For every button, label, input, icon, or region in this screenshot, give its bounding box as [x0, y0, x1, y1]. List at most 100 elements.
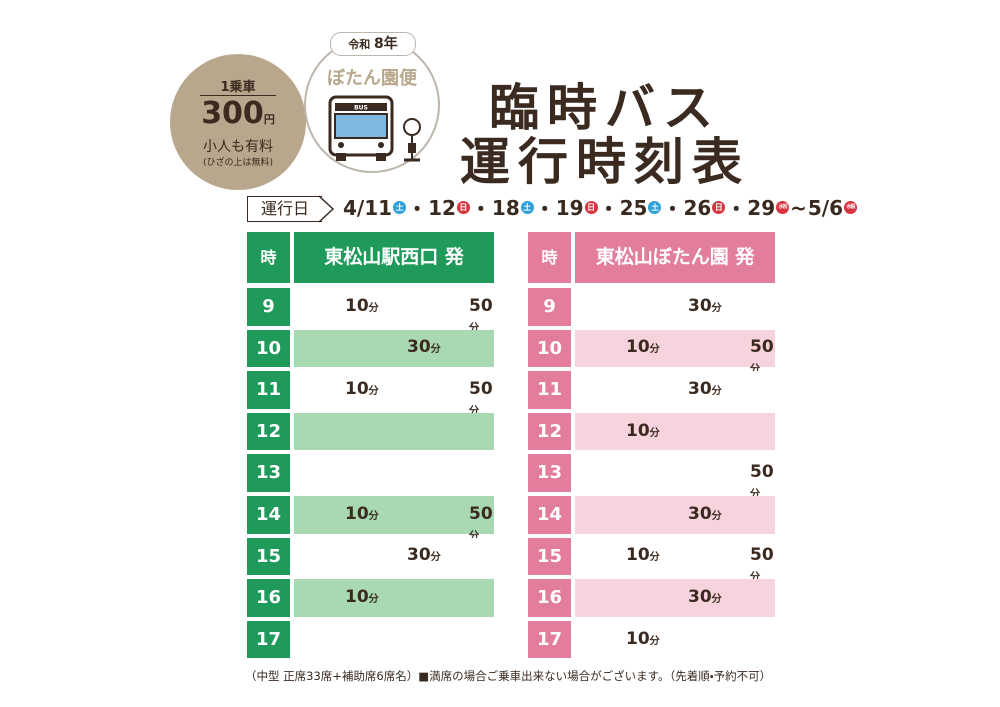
minute-unit: 分 [430, 552, 441, 564]
departure: 10分 [626, 337, 660, 357]
hour-cell: 9 [247, 288, 290, 326]
minute-unit: 分 [368, 510, 379, 522]
minute-row [294, 620, 494, 659]
minute-unit: 分 [469, 405, 479, 417]
minute-unit: 分 [430, 344, 441, 356]
minute-row: 30分 [575, 288, 775, 326]
hour-cell: 17 [528, 620, 571, 659]
date: 4/11 [343, 195, 393, 220]
fare-label: 1乗車 [200, 76, 276, 96]
route-name: ぼたん園便 [327, 68, 417, 89]
minute: 50 [469, 503, 493, 524]
minute: 30 [407, 545, 431, 566]
minute-row: 10分 50分 [575, 537, 775, 583]
minute-row: 10分 [575, 412, 775, 451]
minute-row: 10分 50分 [294, 288, 494, 334]
minute: 50 [750, 462, 774, 483]
departure: 10分 [626, 545, 660, 565]
hour-cell: 14 [247, 496, 290, 534]
title-line: 臨時バス [489, 79, 721, 137]
bus-icon: BUS [328, 95, 421, 162]
minute-row: 30分 [575, 371, 775, 409]
hour-cell: 15 [247, 537, 290, 576]
minute-unit: 分 [469, 322, 479, 334]
hour-header: 時 [528, 232, 571, 283]
departure: 50 分 [750, 462, 775, 502]
minute: 50 [750, 545, 774, 566]
era-pill: 令和 8年 [330, 32, 416, 56]
day-badge: 土 [393, 201, 407, 214]
hour-cell: 9 [528, 288, 571, 326]
day-badge: 水祝 [776, 201, 790, 214]
bus-sign: BUS [354, 105, 368, 112]
schedule-arrow [318, 195, 335, 223]
departure: 50 分 [750, 337, 775, 377]
minute: 10 [626, 545, 650, 566]
hour-cell: 16 [247, 579, 290, 617]
date-list: 4/11 土・ 12 日・ 18 土・ 19 日・ 25 土・ 26 日・ 29 水祝 ~5/6 水振 [343, 193, 858, 222]
minute: 50 [469, 295, 493, 316]
departure: 10分 [345, 587, 379, 607]
date-separator: ・ [470, 197, 491, 221]
lap-note: (ひざの上は無料) [202, 158, 274, 168]
minute: 30 [407, 337, 431, 358]
minute-unit: 分 [649, 552, 660, 564]
departure: 50 分 [750, 545, 775, 585]
hour-cell: 13 [247, 454, 290, 492]
minute-row: 50 分 [575, 454, 775, 500]
minute-row: 10分 [575, 620, 775, 659]
minute: 30 [688, 295, 712, 316]
hour-cell: 14 [528, 496, 571, 534]
minute-row: 30分 [575, 579, 775, 617]
departure: 10分 [345, 296, 379, 316]
departure: 30分 [407, 337, 441, 357]
hour-cell: 17 [247, 620, 290, 659]
minute: 10 [345, 295, 369, 316]
minute-unit: 分 [469, 530, 479, 542]
hour-cell: 10 [528, 329, 571, 368]
hour-cell: 11 [528, 371, 571, 409]
date-separator: ・ [534, 197, 555, 221]
fare-currency: 円 [263, 113, 275, 126]
date-separator: ・ [598, 197, 619, 221]
departure: 10分 [345, 504, 379, 524]
minute: 50 [750, 337, 774, 358]
minute-unit: 分 [368, 385, 379, 397]
minute-unit: 分 [649, 635, 660, 647]
departure: 10分 [626, 629, 660, 649]
minute: 30 [688, 378, 712, 399]
day-badge: 日 [584, 201, 598, 214]
departure: 30分 [688, 587, 722, 607]
day-badge: 日 [712, 201, 726, 214]
day-badge: 土 [648, 201, 662, 214]
minute-row [294, 454, 494, 492]
departure: 10分 [626, 421, 660, 441]
hour-cell: 12 [528, 412, 571, 451]
bus-circle: BUS [304, 37, 440, 173]
minute-row: 10分 50分 [294, 371, 494, 417]
minute-row: 30分 [575, 496, 775, 534]
fare-badge: 1乗車 300円 小人も有料 (ひざの上は無料) [170, 54, 306, 190]
hour-cell: 15 [528, 537, 571, 576]
minute-unit: 分 [711, 510, 722, 522]
hour-cell: 16 [528, 579, 571, 617]
hour-header: 時 [247, 232, 290, 283]
date: 12 [428, 195, 456, 220]
hour-cell: 10 [247, 329, 290, 368]
minute-row: 10分 50分 [575, 329, 775, 375]
minute-row: 10分 [294, 579, 494, 617]
minute-unit: 分 [649, 427, 660, 439]
day-badge: 土 [520, 201, 534, 214]
stop-header: 東松山ぼたん園 発 [575, 232, 775, 283]
departure: 30分 [407, 545, 441, 565]
minute-row: 30分 [294, 537, 494, 576]
date-separator: ・ [726, 197, 747, 221]
minute-unit: 分 [711, 593, 722, 605]
hour-cell: 13 [528, 454, 571, 492]
child-note: 小人も有料 [203, 139, 273, 155]
minute-unit: 分 [368, 302, 379, 314]
date: 5/6 [807, 195, 844, 220]
minute-row: 10分 50分 [294, 496, 494, 542]
minute: 10 [345, 503, 369, 524]
